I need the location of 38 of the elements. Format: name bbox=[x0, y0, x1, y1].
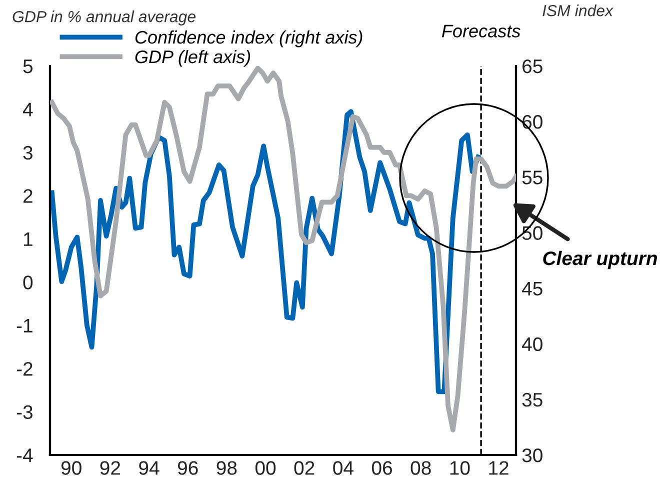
line-series bbox=[50, 66, 516, 432]
x-tick-label: 94 bbox=[139, 461, 160, 475]
x-tick-label: 92 bbox=[100, 461, 120, 475]
x-tick-label: 08 bbox=[410, 461, 431, 475]
y-tick-label: -4 bbox=[16, 448, 33, 462]
x-tick-label: 04 bbox=[333, 461, 354, 475]
y-tick-label: 3 bbox=[23, 146, 32, 160]
x-tick-label: 10 bbox=[450, 461, 470, 475]
y-tick-label: -3 bbox=[16, 405, 32, 420]
legend-label: Confidence index (right axis) bbox=[135, 30, 362, 48]
x-tick-label: 98 bbox=[216, 461, 237, 475]
x-tick-label: 06 bbox=[372, 461, 392, 475]
y2-tick-label: 35 bbox=[522, 392, 542, 407]
y-tick-label: 4 bbox=[22, 102, 33, 116]
y2-tick-label: 45 bbox=[522, 282, 542, 296]
y2-tick-label: 55 bbox=[522, 170, 542, 184]
y-tick-label: 0 bbox=[23, 276, 33, 290]
line-series bbox=[50, 109, 481, 394]
x-tick-label: 02 bbox=[294, 461, 314, 475]
x-tick-label: 96 bbox=[178, 461, 198, 475]
legend-label: GDP (left axis) bbox=[135, 50, 250, 67]
y-axis-title: GDP in % annual average bbox=[12, 10, 196, 26]
y-tick-label: -1 bbox=[16, 319, 32, 332]
x-tick-label: 12 bbox=[489, 461, 508, 475]
text: Clear upturn bbox=[543, 250, 657, 270]
y2-tick-label: 50 bbox=[522, 226, 542, 240]
y2-tick-label: 30 bbox=[522, 448, 542, 462]
y2-tick-label: 40 bbox=[522, 337, 542, 352]
y2-tick-label: 60 bbox=[522, 115, 542, 129]
y-tick-label: 1 bbox=[24, 232, 32, 246]
y2-axis-title: ISM index bbox=[542, 4, 614, 16]
x-tick-label: 90 bbox=[61, 461, 82, 475]
y-tick-label: 5 bbox=[23, 60, 33, 74]
y-tick-label: 2 bbox=[24, 189, 32, 203]
ref-line-label: Forecasts bbox=[442, 24, 520, 38]
y2-tick-label: 65 bbox=[522, 59, 542, 74]
y-tick-label: -2 bbox=[16, 362, 32, 376]
x-tick-label: 00 bbox=[255, 461, 276, 475]
